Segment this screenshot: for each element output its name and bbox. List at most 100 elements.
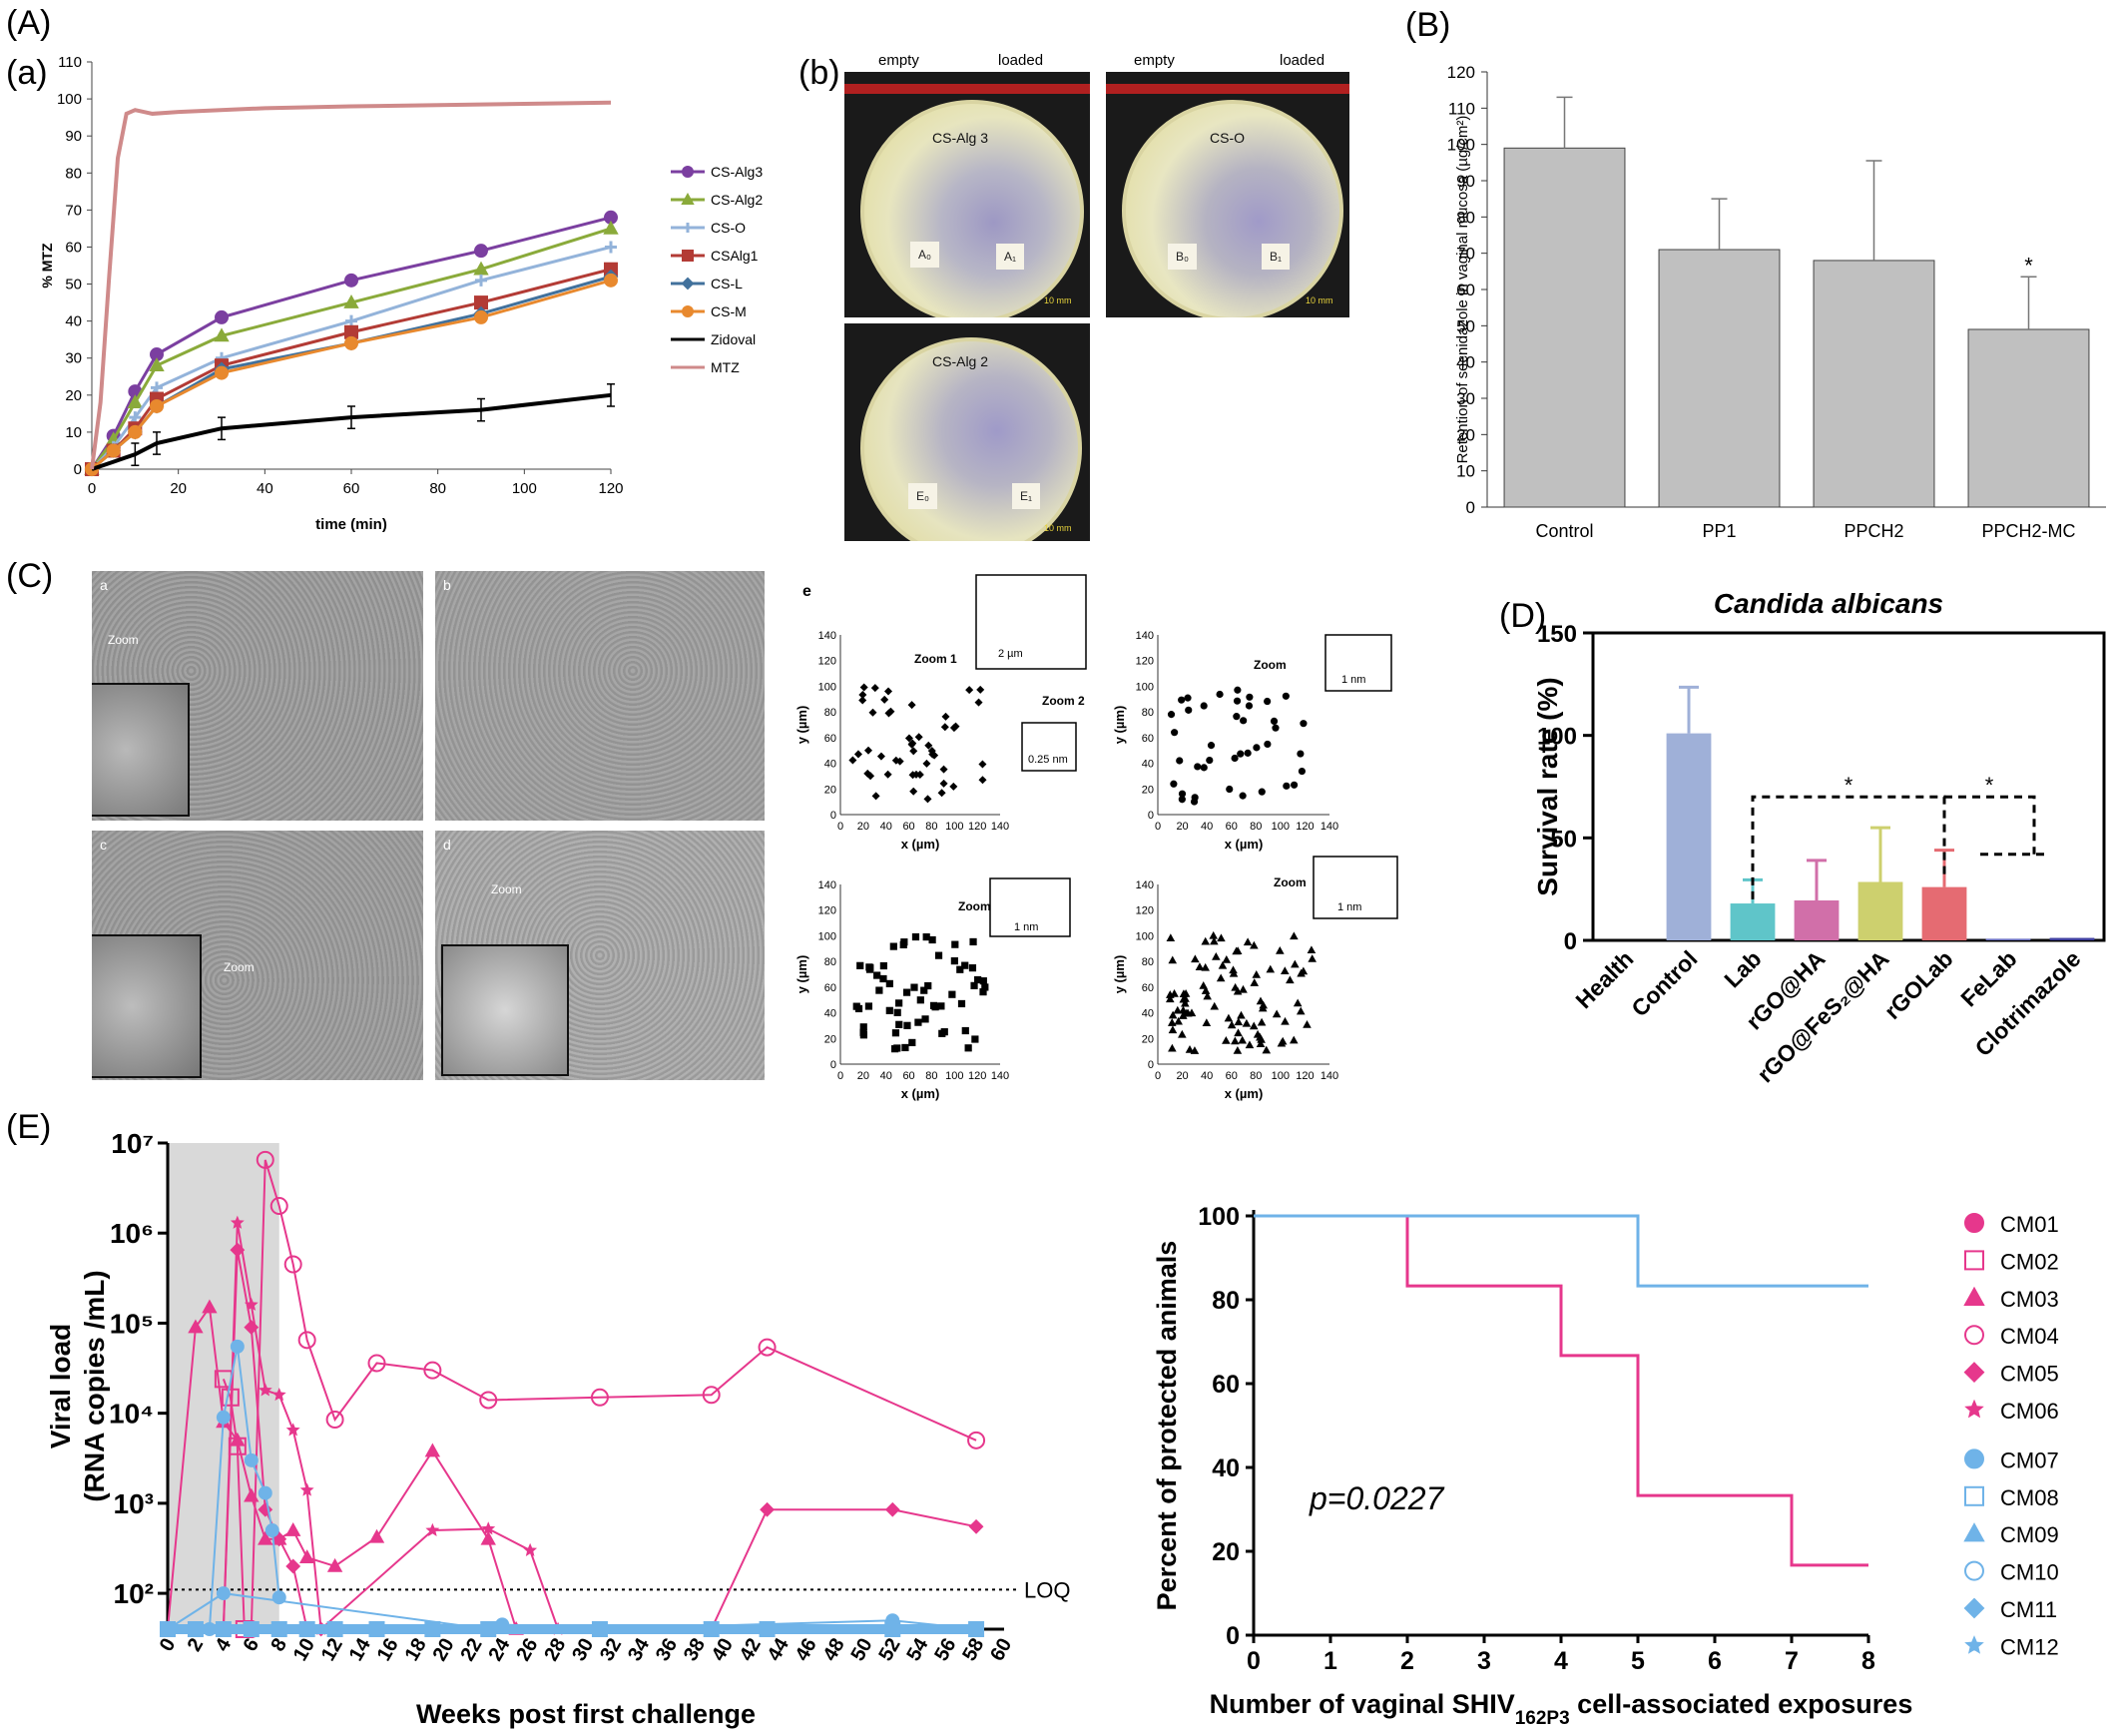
panel-label-b: (b) <box>798 54 840 92</box>
y-tick-label: 60 <box>65 239 82 256</box>
x-tick-label: 46 <box>792 1635 821 1665</box>
scatter-point <box>1245 1040 1255 1049</box>
x-tick-label: 20 <box>857 1070 869 1082</box>
y-tick-label: 10² <box>114 1578 154 1609</box>
x-tick-label: 120 <box>598 480 623 497</box>
x-tick-label: 34 <box>624 1634 655 1665</box>
micrograph-b: b <box>435 571 765 821</box>
scatter-point <box>1239 984 1248 993</box>
y-tick-label: 100 <box>1136 681 1154 693</box>
scatter-point <box>961 1026 969 1035</box>
x-tick-label: 22 <box>456 1635 486 1665</box>
legend-marker <box>1964 1448 1984 1469</box>
legend-marker <box>681 277 695 290</box>
scatter-point <box>909 747 918 756</box>
legend-label: CM05 <box>2000 1362 2059 1387</box>
legend-marker <box>1964 1399 1984 1419</box>
scatter-point <box>924 741 933 750</box>
scatter-point <box>1293 998 1303 1007</box>
scatter-point <box>1185 1045 1195 1053</box>
scatter-point <box>895 999 903 1007</box>
y-tick-label: 90 <box>1456 172 1475 191</box>
y-tick-label: 70 <box>65 202 82 219</box>
x-tick-label: 80 <box>925 821 937 833</box>
panel-label-B: (B) <box>1405 6 1450 44</box>
scatter-point <box>1226 785 1234 794</box>
y-tick-label: 60 <box>824 982 836 994</box>
zoom-label: Zoom <box>958 899 991 913</box>
scatter-point <box>937 789 946 798</box>
legend-marker <box>683 223 693 233</box>
scatter-point <box>934 951 943 959</box>
x-tick-label: 8 <box>266 1635 291 1656</box>
data-point <box>285 1521 301 1536</box>
x-tick-label: 56 <box>930 1635 960 1665</box>
x-tick-label: 1 <box>1323 1647 1337 1675</box>
scatter-point <box>1244 749 1252 757</box>
scatter-point <box>976 685 985 694</box>
data-point <box>215 365 229 380</box>
data-point <box>298 1549 315 1563</box>
y-axis-label: y (µm) <box>794 955 809 994</box>
chart-title: Candida albicans <box>1714 588 1943 619</box>
scatter-point <box>1258 788 1266 796</box>
scatter-point <box>939 765 948 774</box>
data-point <box>151 381 163 394</box>
scatter-point <box>865 965 874 973</box>
tag-empty: B₀ <box>1168 244 1197 270</box>
data-point <box>128 424 143 439</box>
red-band <box>1106 84 1349 94</box>
scatter-point <box>1206 756 1214 765</box>
y-tick-label: 0 <box>1148 810 1154 822</box>
x-tick-label: 40 <box>708 1635 738 1665</box>
scatter-point <box>974 975 982 984</box>
y-axis-label: y (µm) <box>1112 706 1127 745</box>
scatter-point <box>911 770 920 779</box>
legend-marker <box>1964 1325 1984 1346</box>
y-tick-label: 50 <box>1456 316 1475 335</box>
scatter-point <box>875 986 883 994</box>
dish-label: CS-Alg 3 <box>932 130 989 146</box>
legend-marker <box>1963 1522 1985 1542</box>
loq-label: LOQ <box>1024 1577 1070 1602</box>
y-tick-label: 20 <box>1212 1538 1240 1566</box>
y-tick-label: 100 <box>818 681 836 693</box>
data-point <box>106 443 121 458</box>
legend-label: CM12 <box>2000 1634 2059 1659</box>
data-point <box>325 1411 344 1430</box>
scatter-point <box>1237 750 1245 758</box>
scatter-point <box>1209 930 1218 939</box>
scatter-point <box>1207 742 1216 750</box>
scatter-point <box>1296 1006 1306 1015</box>
legend-label: CSAlg1 <box>711 248 759 264</box>
legend-marker <box>1964 1635 1984 1654</box>
x-axis-label: x (µm) <box>901 837 940 852</box>
data-point <box>702 1386 721 1405</box>
legend-marker <box>1964 1560 1984 1581</box>
scatter-point <box>879 961 887 970</box>
x-tick-label: 38 <box>680 1635 710 1665</box>
significance-bracket <box>1944 795 2046 857</box>
scatter-point <box>971 1035 979 1043</box>
petri-photo-cs-alg2: CS-Alg 2 E₀ E₁ 10 mm <box>844 323 1090 541</box>
scatter-point <box>1174 1016 1183 1025</box>
x-tick-label: 44 <box>764 1634 794 1665</box>
data-point <box>202 1299 218 1314</box>
data-point <box>345 314 357 327</box>
significance-mark: * <box>2024 253 2033 278</box>
legend-label: CM10 <box>2000 1560 2059 1585</box>
scatter-point <box>883 770 892 779</box>
x-tick-label: 14 <box>345 1634 376 1665</box>
y-tick-label: 40 <box>1456 353 1475 372</box>
data-point <box>473 261 489 276</box>
scatter-point <box>889 942 897 950</box>
scatter-point <box>1243 937 1253 946</box>
scatter-point <box>1224 1013 1234 1022</box>
data-point <box>479 1391 498 1410</box>
data-point <box>474 244 488 259</box>
y-axis-label: Survival rate (%) <box>1532 677 1563 895</box>
scale-label: 1 nm <box>1014 921 1038 933</box>
legend-label: CS-Alg2 <box>711 192 763 208</box>
y-tick-label: 40 <box>824 759 836 771</box>
scatter-point <box>1233 1046 1243 1054</box>
